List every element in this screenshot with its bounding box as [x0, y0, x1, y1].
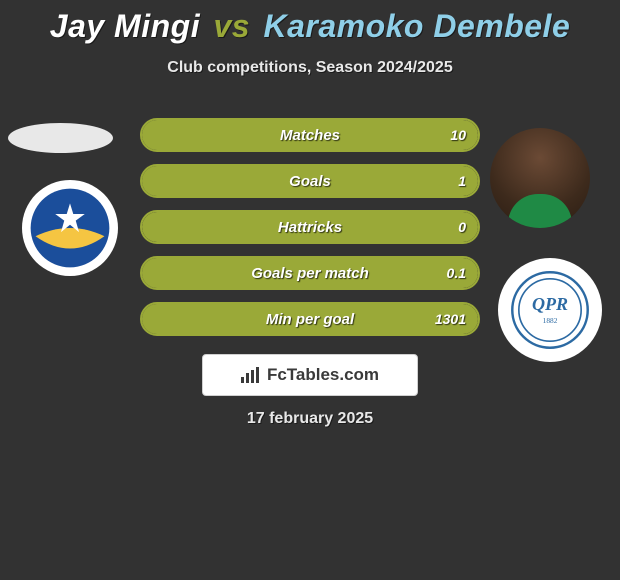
- stat-value-right: 0: [446, 212, 478, 242]
- stat-value-left: [142, 120, 166, 150]
- subtitle: Club competitions, Season 2024/2025: [0, 59, 620, 77]
- stat-label: Matches: [142, 120, 478, 150]
- stat-label: Hattricks: [142, 212, 478, 242]
- stat-bar: Goals per match0.1: [140, 256, 480, 290]
- page-title: Jay Mingi vs Karamoko Dembele: [0, 0, 620, 45]
- stat-value-left: [142, 304, 166, 334]
- stat-bar: Min per goal1301: [140, 302, 480, 336]
- title-player2: Karamoko Dembele: [263, 8, 570, 44]
- source-label: FcTables.com: [267, 365, 379, 385]
- comparison-chart: Matches10Goals1Hattricks0Goals per match…: [0, 118, 620, 358]
- title-vs: vs: [213, 8, 250, 44]
- stat-bar: Matches10: [140, 118, 480, 152]
- source-badge: FcTables.com: [202, 354, 418, 396]
- stat-value-right: 0.1: [435, 258, 478, 288]
- stat-value-left: [142, 258, 166, 288]
- stat-bar: Hattricks0: [140, 210, 480, 244]
- stat-value-left: [142, 166, 166, 196]
- stat-value-right: 1: [446, 166, 478, 196]
- bar-chart-icon: [241, 367, 261, 383]
- stat-value-left: [142, 212, 166, 242]
- title-player1: Jay Mingi: [50, 8, 200, 44]
- stat-label: Goals: [142, 166, 478, 196]
- stat-value-right: 1301: [423, 304, 478, 334]
- stat-value-right: 10: [438, 120, 478, 150]
- stat-label: Goals per match: [142, 258, 478, 288]
- date-label: 17 february 2025: [0, 410, 620, 428]
- stat-bar: Goals1: [140, 164, 480, 198]
